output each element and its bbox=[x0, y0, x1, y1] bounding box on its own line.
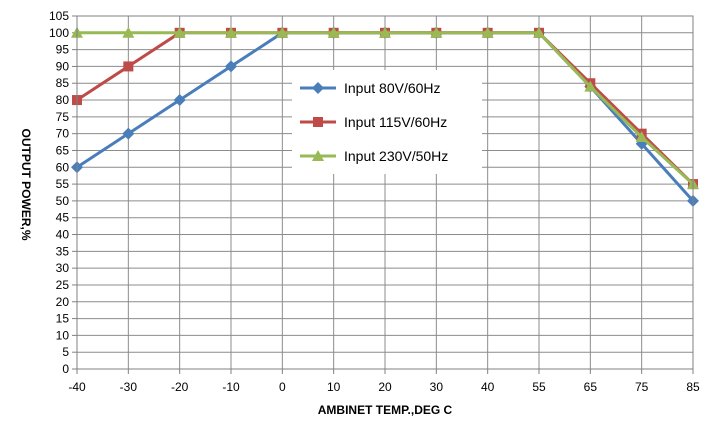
legend-marker bbox=[313, 117, 323, 127]
data-point bbox=[225, 26, 237, 38]
y-tick-label: 20 bbox=[56, 295, 70, 309]
data-point bbox=[123, 61, 134, 72]
data-point bbox=[276, 26, 289, 38]
x-tick-labels: -40 -30 -20 -10 0 10 20 30 40 55 65 75 85 bbox=[68, 380, 700, 394]
y-tick-label: 55 bbox=[56, 177, 70, 191]
y-tick-label: 40 bbox=[56, 228, 70, 242]
y-axis-title: OUTPUT POWER,% bbox=[19, 128, 33, 240]
data-point bbox=[481, 26, 494, 38]
y-tick-label: 50 bbox=[56, 194, 70, 208]
y-tick-label: 60 bbox=[56, 160, 70, 174]
data-point bbox=[225, 60, 237, 73]
y-tick-label: 25 bbox=[56, 278, 70, 292]
legend-item: Input 230V/50Hz bbox=[300, 148, 448, 164]
y-tick-label: 80 bbox=[56, 93, 70, 107]
y-tick-label: 75 bbox=[56, 110, 70, 124]
legend-marker bbox=[312, 150, 324, 161]
x-tick-label: 20 bbox=[378, 380, 392, 394]
x-tick-label: -40 bbox=[68, 380, 86, 394]
x-tick-label: -20 bbox=[171, 380, 189, 394]
data-point bbox=[327, 26, 340, 38]
data-point bbox=[122, 127, 135, 140]
x-tick-label: 30 bbox=[430, 380, 444, 394]
legend-marker bbox=[312, 82, 324, 94]
x-tick-label: 40 bbox=[481, 380, 495, 394]
data-point bbox=[173, 26, 186, 38]
legend-label: Input 115V/60Hz bbox=[344, 114, 447, 130]
y-tick-label: 45 bbox=[56, 211, 70, 225]
series-3 bbox=[71, 26, 699, 190]
data-point bbox=[173, 94, 186, 107]
y-tick-label: 105 bbox=[49, 9, 69, 23]
data-point bbox=[635, 131, 648, 143]
y-tick-label: 95 bbox=[56, 43, 70, 57]
y-tick-label: 30 bbox=[56, 261, 70, 275]
y-tick-label: 85 bbox=[56, 76, 70, 90]
x-tick-label: 0 bbox=[279, 380, 286, 394]
x-tick-label: 75 bbox=[635, 380, 649, 394]
y-tick-label: 65 bbox=[56, 143, 70, 157]
legend-label: Input 80V/60Hz bbox=[344, 80, 441, 96]
grid bbox=[72, 15, 694, 374]
y-tick-label: 100 bbox=[49, 26, 69, 40]
legend-item: Input 80V/60Hz bbox=[300, 80, 441, 96]
x-tick-label: 85 bbox=[686, 380, 700, 394]
x-tick-label: -30 bbox=[120, 380, 138, 394]
x-tick-label: 65 bbox=[584, 380, 598, 394]
data-point bbox=[584, 80, 597, 92]
data-point bbox=[430, 26, 443, 38]
y-tick-label: 5 bbox=[62, 345, 69, 359]
series-group bbox=[71, 26, 699, 207]
data-point bbox=[533, 26, 545, 38]
y-tick-label: 90 bbox=[56, 59, 70, 73]
x-tick-label: 10 bbox=[327, 380, 341, 394]
data-point bbox=[122, 26, 135, 38]
y-tick-label: 0 bbox=[62, 362, 69, 376]
y-tick-label: 10 bbox=[56, 328, 70, 342]
y-tick-label: 15 bbox=[56, 312, 70, 326]
x-tick-label: -10 bbox=[222, 380, 240, 394]
x-axis-title: AMBINET TEMP.,DEG C bbox=[318, 403, 453, 417]
legend-item: Input 115V/60Hz bbox=[300, 114, 447, 130]
legend: Input 80V/60Hz Input 115V/60Hz Input 230V/… bbox=[292, 70, 482, 174]
data-point bbox=[379, 26, 391, 38]
plot-border bbox=[76, 15, 694, 370]
y-tick-label: 70 bbox=[56, 127, 70, 141]
y-tick-labels: 0 5 10 15 20 25 30 35 40 45 50 55 60 65 70 75 80 85 90 95 10… bbox=[49, 9, 69, 376]
y-tick-label: 35 bbox=[56, 244, 70, 258]
x-tick-label: 55 bbox=[532, 380, 546, 394]
legend-label: Input 230V/50Hz bbox=[344, 148, 448, 164]
